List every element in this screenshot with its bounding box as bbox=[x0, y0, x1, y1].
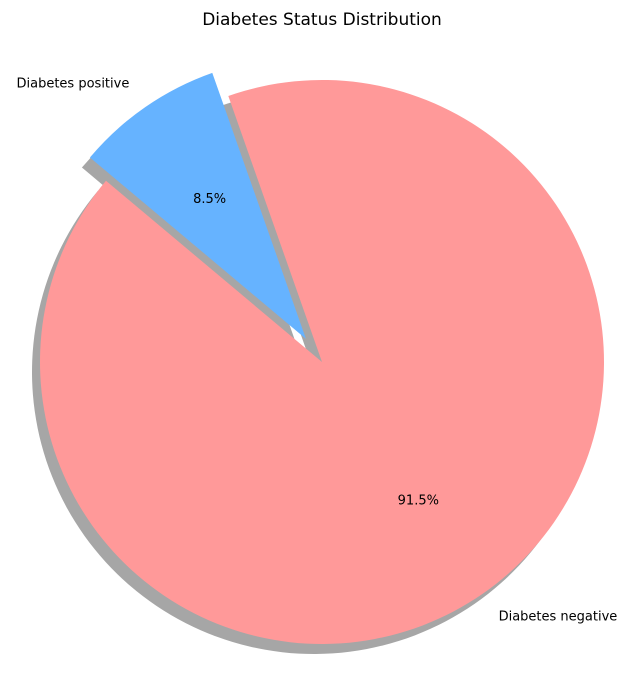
chart-title: Diabetes Status Distribution bbox=[202, 10, 442, 30]
pie-labels: Diabetes negative 91.5% Diabetes positive 8… bbox=[17, 76, 618, 624]
slice-label-diabetes-negative: Diabetes negative bbox=[499, 610, 618, 625]
slice-diabetes-negative bbox=[40, 79, 605, 645]
pie-slices bbox=[40, 72, 605, 645]
slice-label-diabetes-positive: Diabetes positive bbox=[17, 76, 130, 91]
slice-diabetes-positive bbox=[89, 72, 306, 339]
slice-pct-diabetes-positive: 8.5% bbox=[193, 192, 226, 207]
slice-pct-diabetes-negative: 91.5% bbox=[398, 494, 439, 509]
